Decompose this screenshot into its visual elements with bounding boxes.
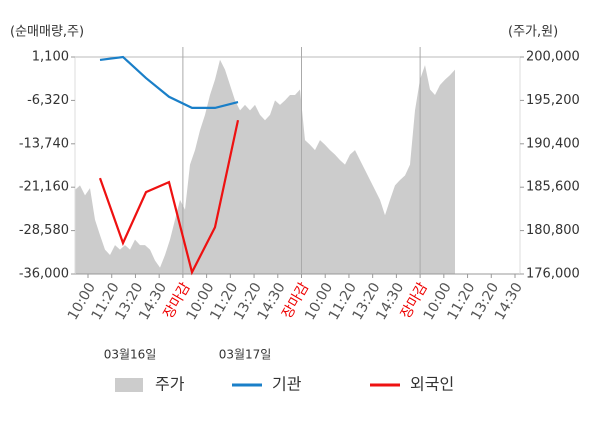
y-tick-label: -13,740 — [19, 136, 69, 151]
y-tick-label: -28,580 — [19, 223, 69, 238]
y2-tick-label: 180,800 — [526, 223, 580, 238]
y-tick-label: -21,160 — [19, 180, 69, 195]
y2-tick-label: 200,000 — [526, 50, 580, 65]
y2-tick-label: 190,400 — [526, 136, 580, 151]
date-label: 03월16일 — [104, 348, 157, 362]
legend-label: 기관 — [272, 375, 302, 394]
legend-label: 외국인 — [410, 375, 454, 394]
y2-axis-label: (주가,원) — [508, 25, 558, 40]
legend-swatch — [115, 378, 143, 392]
y-axis-label: (순매매량,주) — [10, 25, 84, 40]
series-line — [98, 119, 240, 276]
y-tick-label: -36,000 — [19, 267, 69, 282]
price-area — [75, 59, 455, 275]
y2-tick-label: 176,000 — [526, 267, 580, 282]
y2-tick-label: 195,200 — [526, 93, 580, 108]
legend-label: 주가 — [155, 375, 185, 394]
series-line — [99, 55, 239, 109]
y-tick-label: -6,320 — [27, 93, 69, 108]
date-label: 03월17일 — [219, 348, 272, 362]
y-tick-label: 1,100 — [32, 50, 69, 65]
y2-tick-label: 185,600 — [526, 180, 580, 195]
